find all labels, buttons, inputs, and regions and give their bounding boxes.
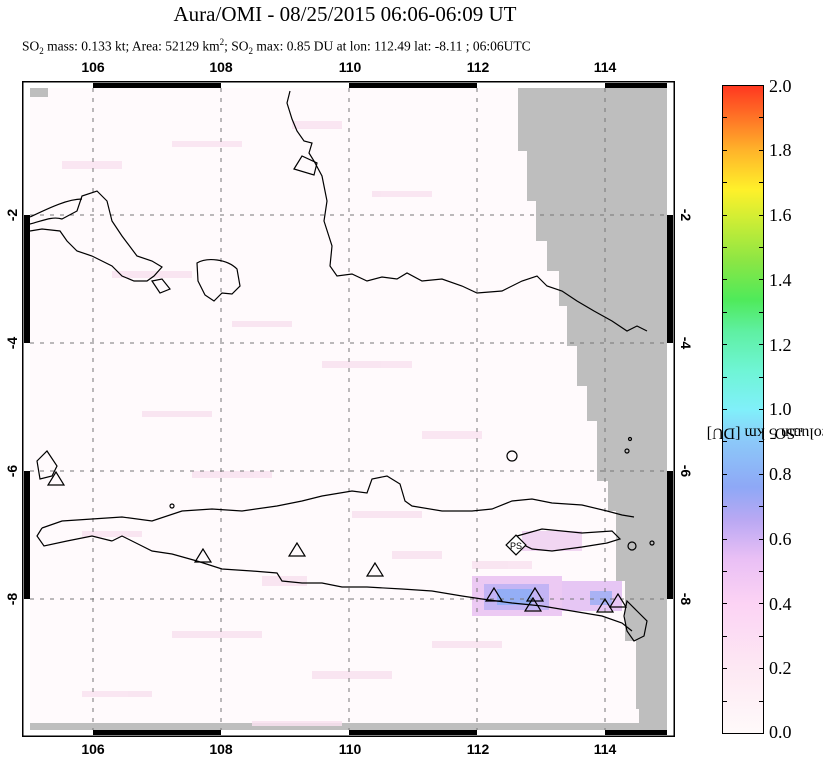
axis-frame-bars xyxy=(24,83,673,735)
colorbar-tick-mark xyxy=(722,571,727,572)
colorbar-tick-label: 1.2 xyxy=(769,335,792,355)
coastlines xyxy=(29,90,655,642)
triangle-icon xyxy=(523,596,543,612)
lat-tick-right: -8 xyxy=(678,592,694,606)
triangle-icon xyxy=(484,586,504,602)
lat-tick-right: -4 xyxy=(678,336,694,350)
colorbar-tick-mark xyxy=(759,506,764,507)
colorbar-tick-label: 1.6 xyxy=(769,205,792,225)
colorbar-tick-mark xyxy=(722,539,727,540)
colorbar-tick-mark xyxy=(722,668,727,669)
colorbar-tick-mark xyxy=(722,603,727,604)
lon-tick-top: 108 xyxy=(209,59,233,75)
colorbar-tick-label: 2.0 xyxy=(769,76,792,96)
colorbar-tick-mark xyxy=(759,409,764,410)
colorbar-tick-mark xyxy=(722,344,727,345)
graticule xyxy=(30,88,667,730)
colorbar-tick-mark xyxy=(722,441,727,442)
colorbar-tick-mark xyxy=(759,150,764,151)
lat-tick-right: -6 xyxy=(678,464,694,478)
colorbar-tick-label: 0.2 xyxy=(769,658,792,678)
colorbar-tick-mark xyxy=(759,571,764,572)
colorbar-tick-mark xyxy=(722,636,727,637)
lon-tick-bottom: 112 xyxy=(466,741,490,757)
lon-tick-top: 114 xyxy=(593,59,617,75)
so2-plume xyxy=(472,531,622,616)
lon-tick-bottom: 106 xyxy=(81,741,105,757)
colorbar-tick-mark xyxy=(722,474,727,475)
colorbar-tick-mark xyxy=(759,636,764,637)
colorbar-tick-mark xyxy=(759,215,764,216)
lat-tick-left: -2 xyxy=(4,208,20,222)
colorbar-tick-mark xyxy=(759,377,764,378)
lat-tick-left: -6 xyxy=(4,464,20,478)
colorbar-tick-mark xyxy=(759,668,764,669)
colorbar-tick-mark xyxy=(722,409,727,410)
power-station-marker xyxy=(505,534,527,556)
colorbar-tick-mark xyxy=(722,215,727,216)
triangle-icon xyxy=(365,561,385,577)
colorbar-tick-mark xyxy=(759,279,764,280)
colorbar-tick-mark xyxy=(722,247,727,248)
triangle-icon xyxy=(46,470,66,486)
lat-tick-left: -4 xyxy=(4,336,20,350)
colorbar-tick-label: 0.8 xyxy=(769,464,792,484)
colorbar-tick-label: 0.0 xyxy=(769,722,792,742)
colorbar-tick-mark xyxy=(722,701,727,702)
triangle-icon xyxy=(608,592,628,608)
colorbar-tick-mark xyxy=(759,85,764,86)
triangle-icon xyxy=(287,541,307,557)
colorbar-tick-mark xyxy=(759,247,764,248)
lon-tick-bottom: 114 xyxy=(593,741,617,757)
colorbar-tick-mark xyxy=(759,182,764,183)
triangle-icon xyxy=(595,597,615,613)
so2-noise xyxy=(62,121,532,726)
colorbar-tick-mark xyxy=(722,377,727,378)
colorbar-tick-mark xyxy=(759,117,764,118)
plot-subtitle: SO2 mass: 0.133 kt; Area: 52129 km2; SO2… xyxy=(22,37,531,57)
colorbar-tick-mark xyxy=(722,279,727,280)
colorbar-tick-mark xyxy=(759,344,764,345)
colorbar xyxy=(722,85,764,734)
colorbar-tick-label: 0.4 xyxy=(769,594,792,614)
power-station-label: PS xyxy=(510,541,522,551)
colorbar-tick-mark xyxy=(759,474,764,475)
colorbar-tick-label: 1.4 xyxy=(769,270,792,290)
lon-tick-top: 106 xyxy=(81,59,105,75)
colorbar-tick-mark xyxy=(722,506,727,507)
colorbar-tick-mark xyxy=(759,603,764,604)
volcano-markers xyxy=(46,470,628,613)
plot-title: Aura/OMI - 08/25/2015 06:06-06:09 UT xyxy=(173,2,517,26)
colorbar-tick-mark xyxy=(759,312,764,313)
lon-tick-top: 110 xyxy=(338,59,362,75)
so2-map: PS xyxy=(22,81,675,737)
triangle-icon xyxy=(193,547,213,563)
colorbar-tick-mark xyxy=(722,150,727,151)
colorbar-tick-mark xyxy=(722,182,727,183)
lon-tick-bottom: 110 xyxy=(338,741,362,757)
colorbar-tick-mark xyxy=(759,441,764,442)
lat-tick-left: -8 xyxy=(4,592,20,606)
colorbar-tick-mark xyxy=(759,701,764,702)
colorbar-tick-label: 1.8 xyxy=(769,140,792,160)
colorbar-tick-label: 1.0 xyxy=(769,399,792,419)
colorbar-tick-mark xyxy=(722,312,727,313)
lat-tick-right: -2 xyxy=(678,208,694,222)
colorbar-tick-mark xyxy=(722,85,727,86)
colorbar-tick-label: 0.6 xyxy=(769,529,792,549)
lon-tick-bottom: 108 xyxy=(209,741,233,757)
colorbar-tick-mark xyxy=(759,733,764,734)
lon-tick-top: 112 xyxy=(466,59,490,75)
colorbar-tick-mark xyxy=(722,733,727,734)
colorbar-tick-mark xyxy=(759,539,764,540)
colorbar-tick-mark xyxy=(722,117,727,118)
